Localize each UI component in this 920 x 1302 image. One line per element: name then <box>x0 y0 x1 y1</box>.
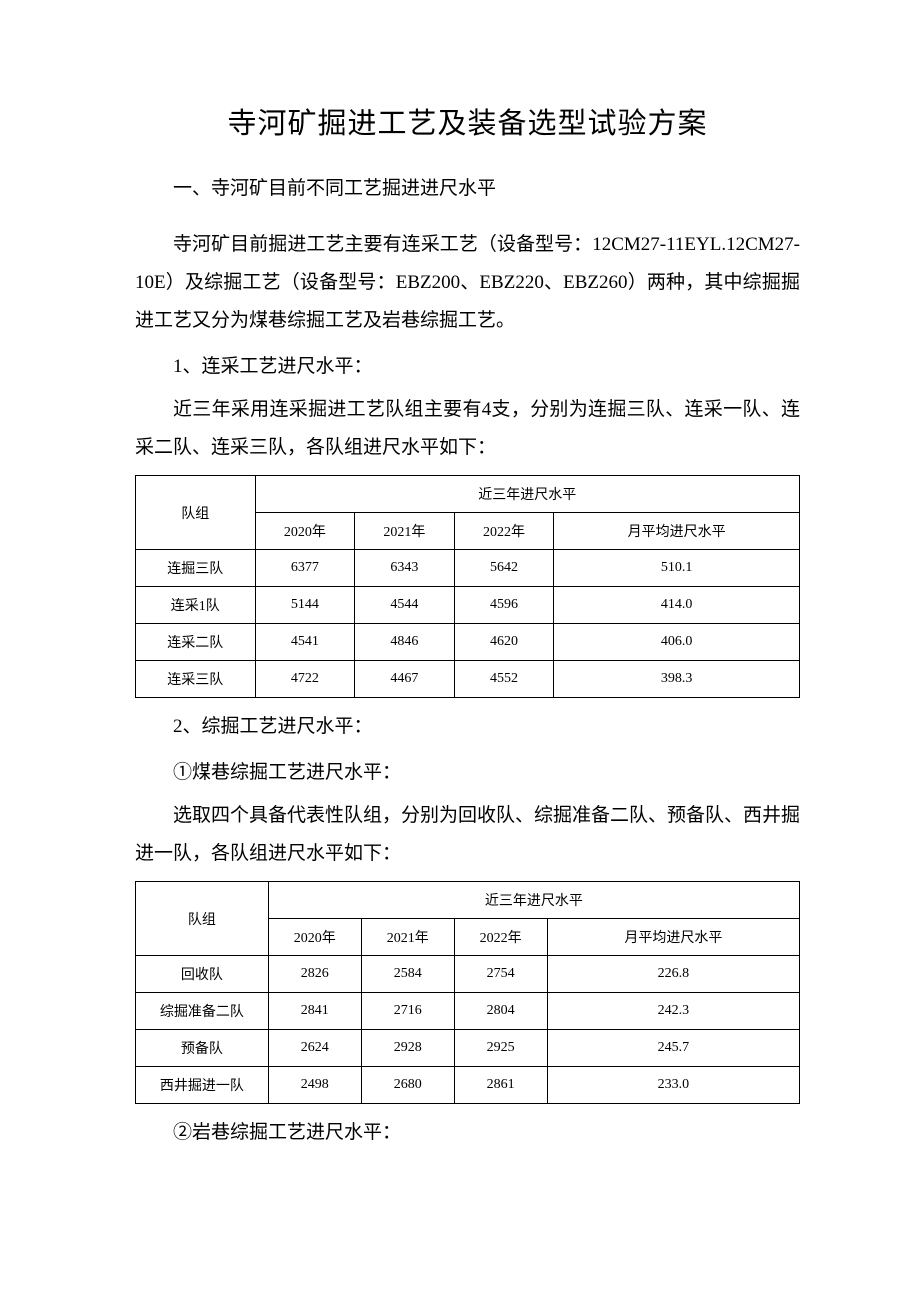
sub-2-item-2-heading: ②岩巷综掘工艺进尺水平： <box>135 1114 800 1152</box>
table-cell: 2826 <box>268 956 361 993</box>
table-header-team: 队组 <box>136 476 256 550</box>
table-cell: 242.3 <box>547 993 799 1030</box>
table-cell: 连掘三队 <box>136 550 256 587</box>
table-header-2021: 2021年 <box>361 919 454 956</box>
table-cell: 连采1队 <box>136 587 256 624</box>
table-row: 预备队 2624 2928 2925 245.7 <box>136 1030 800 1067</box>
table-cell: 2804 <box>454 993 547 1030</box>
table-header-2022: 2022年 <box>454 513 554 550</box>
document-title: 寺河矿掘进工艺及装备选型试验方案 <box>135 100 800 142</box>
table-cell: 2680 <box>361 1067 454 1104</box>
table-cell: 233.0 <box>547 1067 799 1104</box>
sub-2-item-1-para: 选取四个具备代表性队组，分别为回收队、综掘准备二队、预备队、西井掘进一队，各队组… <box>135 797 800 873</box>
table-2: 队组 近三年进尺水平 2020年 2021年 2022年 月平均进尺水平 回收队… <box>135 881 800 1104</box>
sub-2-heading: 2、综掘工艺进尺水平： <box>135 708 800 746</box>
sub-1-para: 近三年采用连采掘进工艺队组主要有4支，分别为连掘三队、连采一队、连采二队、连采三… <box>135 391 800 467</box>
table-cell: 2716 <box>361 993 454 1030</box>
table-header-avg: 月平均进尺水平 <box>554 513 800 550</box>
table-header-team: 队组 <box>136 882 269 956</box>
table-cell: 5642 <box>454 550 554 587</box>
table-header-group: 近三年进尺水平 <box>268 882 799 919</box>
section-1-heading: 一、寺河矿目前不同工艺掘进进尺水平 <box>135 172 800 206</box>
sub-2-item-1-heading: ①煤巷综掘工艺进尺水平： <box>135 754 800 792</box>
table-cell: 4596 <box>454 587 554 624</box>
table-cell: 4467 <box>355 661 455 698</box>
table-row: 队组 近三年进尺水平 <box>136 882 800 919</box>
table-cell: 4541 <box>255 624 355 661</box>
table-cell: 综掘准备二队 <box>136 993 269 1030</box>
table-cell: 2928 <box>361 1030 454 1067</box>
table-header-group: 近三年进尺水平 <box>255 476 799 513</box>
table-cell: 2841 <box>268 993 361 1030</box>
table-row: 队组 近三年进尺水平 <box>136 476 800 513</box>
table-cell: 4552 <box>454 661 554 698</box>
table-row: 综掘准备二队 2841 2716 2804 242.3 <box>136 993 800 1030</box>
table-cell: 6377 <box>255 550 355 587</box>
table-row: 回收队 2826 2584 2754 226.8 <box>136 956 800 993</box>
section-1-para-1: 寺河矿目前掘进工艺主要有连采工艺（设备型号：12CM27-11EYL.12CM2… <box>135 226 800 340</box>
table-cell: 398.3 <box>554 661 800 698</box>
table-cell: 2925 <box>454 1030 547 1067</box>
table-cell: 226.8 <box>547 956 799 993</box>
table-row: 连采1队 5144 4544 4596 414.0 <box>136 587 800 624</box>
table-cell: 2861 <box>454 1067 547 1104</box>
table-cell: 4620 <box>454 624 554 661</box>
table-header-2021: 2021年 <box>355 513 455 550</box>
table-header-2020: 2020年 <box>255 513 355 550</box>
table-cell: 414.0 <box>554 587 800 624</box>
table-cell: 245.7 <box>547 1030 799 1067</box>
table-cell: 连采二队 <box>136 624 256 661</box>
table-cell: 预备队 <box>136 1030 269 1067</box>
table-cell: 4846 <box>355 624 455 661</box>
table-cell: 回收队 <box>136 956 269 993</box>
table-cell: 5144 <box>255 587 355 624</box>
table-cell: 510.1 <box>554 550 800 587</box>
table-header-2022: 2022年 <box>454 919 547 956</box>
table-cell: 6343 <box>355 550 455 587</box>
table-row: 连掘三队 6377 6343 5642 510.1 <box>136 550 800 587</box>
table-cell: 406.0 <box>554 624 800 661</box>
table-header-2020: 2020年 <box>268 919 361 956</box>
table-cell: 2584 <box>361 956 454 993</box>
table-cell: 4722 <box>255 661 355 698</box>
table-cell: 2754 <box>454 956 547 993</box>
table-header-avg: 月平均进尺水平 <box>547 919 799 956</box>
table-row: 连采二队 4541 4846 4620 406.0 <box>136 624 800 661</box>
table-cell: 2624 <box>268 1030 361 1067</box>
table-cell: 西井掘进一队 <box>136 1067 269 1104</box>
table-row: 连采三队 4722 4467 4552 398.3 <box>136 661 800 698</box>
table-cell: 4544 <box>355 587 455 624</box>
table-cell: 连采三队 <box>136 661 256 698</box>
sub-1-heading: 1、连采工艺进尺水平： <box>135 348 800 386</box>
table-1: 队组 近三年进尺水平 2020年 2021年 2022年 月平均进尺水平 连掘三… <box>135 475 800 698</box>
table-row: 西井掘进一队 2498 2680 2861 233.0 <box>136 1067 800 1104</box>
table-cell: 2498 <box>268 1067 361 1104</box>
